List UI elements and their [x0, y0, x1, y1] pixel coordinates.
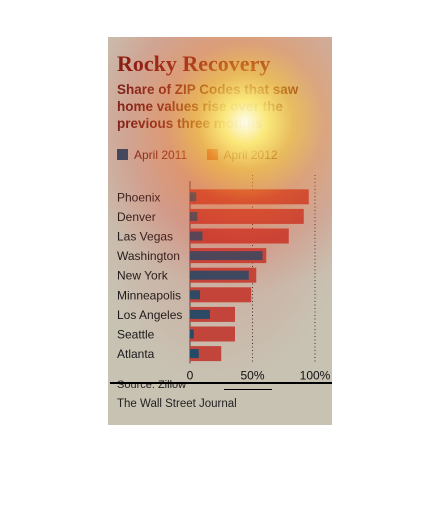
bar-april-2012-phoenix [190, 189, 309, 205]
bar-chart: 0 50% 100% Phoenix Denver Las Vegas Washington… [117, 175, 331, 382]
x-tick-label-0: 0 [187, 368, 194, 382]
source-note: Source: Zillow [117, 379, 187, 391]
category-label-phoenix: Phoenix [117, 190, 160, 204]
category-label-atlanta: Atlanta [117, 347, 155, 361]
category-label-denver: Denver [117, 210, 156, 224]
bar-april-2011-washington [190, 251, 263, 261]
category-label-new-york: New York [117, 269, 169, 283]
chart-card: Rocky Recovery Share of ZIP Codes that s… [108, 37, 332, 425]
source-divider-line [110, 382, 332, 384]
category-label-seattle: Seattle [117, 328, 155, 342]
bar-april-2011-atlanta [190, 349, 199, 359]
bar-april-2012-denver [190, 208, 304, 224]
bar-april-2011-new-york [190, 270, 249, 280]
bar-april-2011-phoenix [190, 192, 197, 202]
category-label-washington: Washington [117, 249, 180, 263]
category-label-minneapolis: Minneapolis [117, 288, 181, 302]
x-tick-label-50: 50% [240, 368, 264, 382]
x-tick-label-100: 100% [300, 368, 331, 382]
bar-april-2012-las-vegas [190, 228, 289, 244]
bar-april-2011-seattle [190, 329, 194, 339]
publisher-credit: The Wall Street Journal [117, 398, 237, 410]
bar-april-2011-minneapolis [190, 290, 200, 300]
source-underline [224, 389, 272, 390]
category-label-los-angeles: Los Angeles [117, 308, 182, 322]
bar-april-2011-denver [190, 211, 198, 221]
category-label-las-vegas: Las Vegas [117, 230, 173, 244]
bar-april-2011-las-vegas [190, 231, 203, 241]
bar-april-2011-los-angeles [190, 309, 210, 319]
bar-april-2012-seattle [190, 326, 235, 342]
